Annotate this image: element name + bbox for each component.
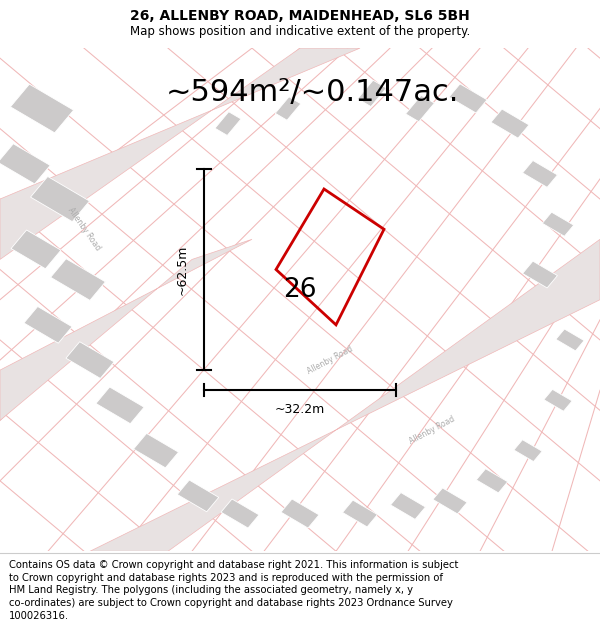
Polygon shape [281, 499, 319, 528]
Text: ~594m²/~0.147ac.: ~594m²/~0.147ac. [166, 78, 458, 108]
Polygon shape [343, 500, 377, 527]
Polygon shape [449, 84, 487, 113]
Polygon shape [221, 499, 259, 528]
Polygon shape [476, 469, 508, 493]
Polygon shape [11, 230, 61, 269]
Text: 26: 26 [283, 277, 317, 302]
Polygon shape [31, 176, 89, 222]
Polygon shape [523, 161, 557, 188]
Polygon shape [50, 259, 106, 301]
Polygon shape [0, 239, 252, 421]
Polygon shape [406, 96, 434, 122]
Text: ~62.5m: ~62.5m [176, 244, 189, 294]
Polygon shape [391, 492, 425, 519]
Polygon shape [556, 329, 584, 351]
Polygon shape [544, 389, 572, 411]
Text: HM Land Registry. The polygons (including the associated geometry, namely x, y: HM Land Registry. The polygons (includin… [9, 586, 413, 596]
Polygon shape [96, 387, 144, 424]
Polygon shape [24, 306, 72, 343]
Polygon shape [215, 112, 241, 136]
Polygon shape [523, 261, 557, 288]
Text: co-ordinates) are subject to Crown copyright and database rights 2023 Ordnance S: co-ordinates) are subject to Crown copyr… [9, 598, 453, 608]
Polygon shape [514, 440, 542, 461]
Polygon shape [0, 144, 50, 184]
Text: Map shows position and indicative extent of the property.: Map shows position and indicative extent… [130, 26, 470, 39]
Polygon shape [10, 84, 74, 133]
Polygon shape [66, 342, 114, 378]
Polygon shape [542, 212, 574, 236]
Polygon shape [0, 48, 360, 259]
Text: 100026316.: 100026316. [9, 611, 69, 621]
Polygon shape [177, 480, 219, 512]
Polygon shape [90, 239, 600, 551]
Polygon shape [275, 97, 301, 120]
Text: 26, ALLENBY ROAD, MAIDENHEAD, SL6 5BH: 26, ALLENBY ROAD, MAIDENHEAD, SL6 5BH [130, 9, 470, 22]
Polygon shape [491, 109, 529, 138]
Text: Contains OS data © Crown copyright and database right 2021. This information is : Contains OS data © Crown copyright and d… [9, 560, 458, 570]
Text: Allenby Road: Allenby Road [306, 344, 354, 376]
Text: to Crown copyright and database rights 2023 and is reproduced with the permissio: to Crown copyright and database rights 2… [9, 572, 443, 582]
Polygon shape [133, 433, 179, 468]
Text: Allenby Road: Allenby Road [408, 415, 456, 446]
Polygon shape [358, 80, 386, 107]
Polygon shape [433, 488, 467, 514]
Text: ~32.2m: ~32.2m [275, 403, 325, 416]
Text: Allenby Road: Allenby Road [66, 206, 102, 252]
